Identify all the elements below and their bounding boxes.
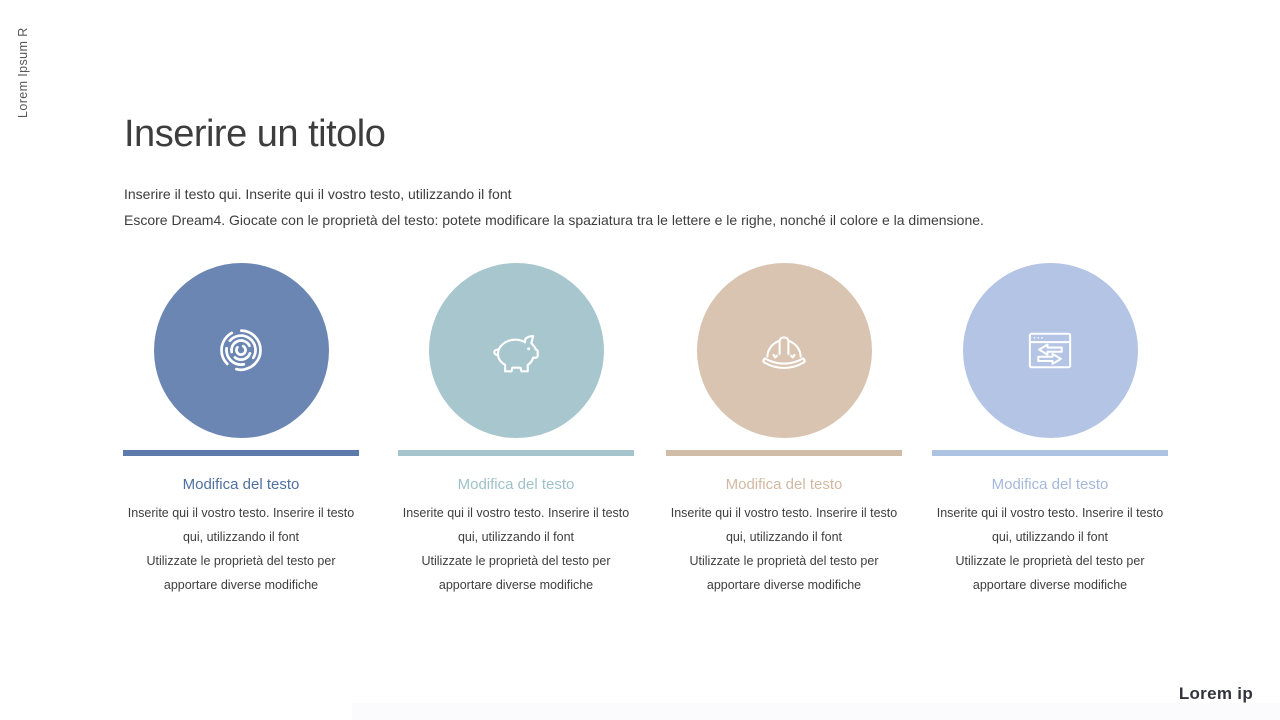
body-line: apportare diverse modifiche: [706, 578, 862, 592]
column-body-2: Inserite qui il vostro testo. Inserire i…: [398, 501, 634, 597]
accent-bar-1: [123, 450, 359, 456]
body-line: Utilizzate le proprietà del testo per: [421, 554, 611, 568]
body-line: Inserite qui il vostro testo. Inserire i…: [670, 506, 898, 520]
feature-column-3: Modifica del testo Inserite qui il vostr…: [666, 263, 902, 597]
feature-circle-2: [428, 263, 604, 438]
column-heading-3: Modifica del testo: [725, 476, 843, 493]
body-line: qui, utilizzando il font: [457, 530, 575, 544]
body-line: Inserite qui il vostro testo. Inserire i…: [402, 506, 630, 520]
feature-circle-3: [696, 263, 872, 438]
body-line: Utilizzate le proprietà del testo per: [689, 554, 879, 568]
body-line: qui, utilizzando il font: [725, 530, 843, 544]
body-line: Utilizzate le proprietà del testo per: [955, 554, 1145, 568]
body-line: Utilizzate le proprietà del testo per: [146, 554, 336, 568]
piggy-bank-icon: [487, 327, 545, 374]
body-line: apportare diverse modifiche: [438, 578, 594, 592]
feature-column-1: Modifica del testo Inserite qui il vostr…: [123, 263, 359, 597]
hard-hat-icon: [756, 326, 812, 375]
column-heading-4: Modifica del testo: [991, 476, 1109, 493]
feature-column-2: Modifica del testo Inserite qui il vostr…: [398, 263, 634, 597]
subtitle-line-1: Inserire il testo qui. Inserite qui il v…: [124, 186, 512, 202]
slide-subtitle: Inserire il testo qui. Inserite qui il v…: [124, 181, 1084, 233]
brand-logo: Lorem ip: [1178, 684, 1253, 703]
subtitle-line-2: Escore Dream4. Giocate con le proprietà …: [124, 212, 984, 228]
browser-transfer-icon: [1023, 327, 1077, 374]
column-body-1: Inserite qui il vostro testo. Inserire i…: [123, 501, 359, 597]
body-line: Inserite qui il vostro testo. Inserire i…: [936, 506, 1164, 520]
column-body-3: Inserite qui il vostro testo. Inserire i…: [666, 501, 902, 597]
feature-circle-1: [153, 263, 329, 438]
body-line: qui, utilizzando il font: [182, 530, 300, 544]
fingerprint-icon: [212, 322, 270, 380]
bottom-strip: [352, 703, 1280, 720]
body-line: apportare diverse modifiche: [163, 578, 319, 592]
column-body-4: Inserite qui il vostro testo. Inserire i…: [932, 501, 1168, 597]
accent-bar-3: [666, 450, 902, 456]
column-heading-1: Modifica del testo: [182, 476, 300, 493]
accent-bar-2: [398, 450, 634, 456]
feature-column-4: Modifica del testo Inserite qui il vostr…: [932, 263, 1168, 597]
feature-circle-4: [962, 263, 1138, 438]
body-line: apportare diverse modifiche: [972, 578, 1128, 592]
body-line: qui, utilizzando il font: [991, 530, 1109, 544]
column-heading-2: Modifica del testo: [457, 476, 575, 493]
slide-title: Inserire un titolo: [124, 113, 386, 155]
accent-bar-4: [932, 450, 1168, 456]
slide-side-label: Lorem Ipsum R: [16, 27, 30, 118]
body-line: Inserite qui il vostro testo. Inserire i…: [127, 506, 355, 520]
